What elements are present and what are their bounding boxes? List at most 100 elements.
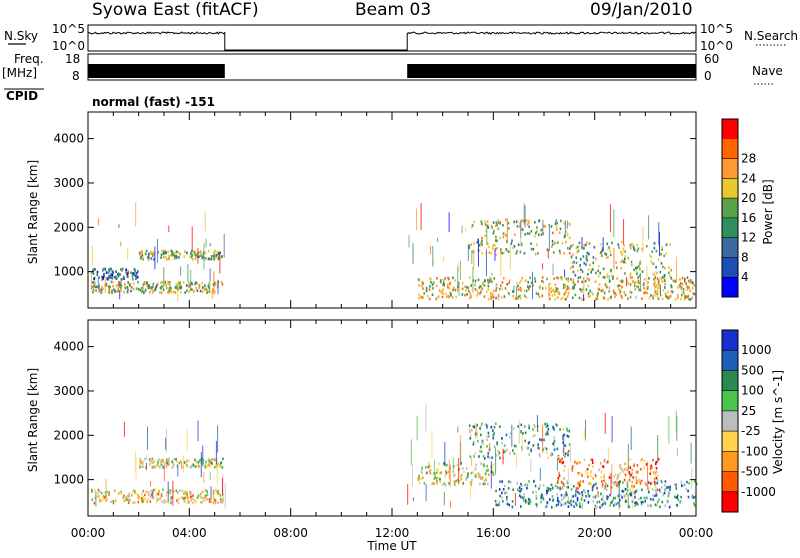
echo-cell [563,484,565,487]
echo-streak [147,426,148,450]
echo-cell [121,269,123,272]
echo-cell [615,293,617,296]
echo-streak [224,483,226,509]
echo-cell [635,490,637,493]
echo-cell [679,283,681,287]
colorbar-tick: 25 [741,404,756,418]
echo-cell [560,297,562,301]
echo-cell [551,506,553,509]
echo-cell [142,256,144,260]
echo-cell [140,461,143,465]
echo-cell [142,283,145,287]
echo-cell [421,284,423,287]
echo-cell [481,477,483,481]
echo-streak [564,220,566,238]
echo-cell [97,494,100,498]
echo-cell [557,276,560,280]
echo-cell [583,247,585,250]
echo-cell [159,291,161,294]
echo-cell [578,504,581,508]
echo-cell [690,281,692,284]
echo-cell [559,428,561,431]
echo-streak [91,274,92,288]
echo-cell [160,460,162,463]
echo-cell [574,274,577,277]
echo-cell [487,455,489,458]
echo-cell [196,496,199,500]
echo-cell [602,275,605,279]
echo-cell [640,502,643,506]
echo-cell [620,494,622,497]
echo-cell [513,444,516,448]
freq-unit: [MHz] [2,66,37,80]
echo-cell [617,284,619,288]
echo-cell [636,266,639,269]
echo-cell [675,487,678,490]
echo-cell [596,506,598,509]
freq-strip: Freq. [MHz] 18 8 60 0 Nave [2,52,783,85]
echo-cell [629,458,631,461]
echo-cell [593,245,596,249]
echo-cell [205,489,208,492]
echo-cell [618,284,621,287]
echo-cell [142,496,144,499]
time-axis-labels: 00:00 04:00 08:00 12:00 16:00 20:00 00:00 [71,526,714,540]
echo-cell [497,449,499,453]
echo-cell [612,481,615,485]
echo-cell [632,476,635,479]
echo-cell [579,264,581,267]
echo-cell [114,275,116,279]
echo-cell [566,480,568,483]
echo-cell [603,291,606,295]
echo-cell [119,283,122,287]
echo-cell [112,500,114,503]
echo-cell [555,504,558,507]
echo-cell [616,484,618,487]
echo-streak [542,263,544,270]
echo-cell [530,230,533,233]
echo-cell [581,280,583,284]
echo-cell [133,490,136,493]
echo-cell [206,464,209,468]
echo-cell [571,253,574,257]
echo-cell [535,292,538,295]
echo-cell [521,228,523,231]
echo-cell [120,490,122,494]
echo-cell [608,290,611,293]
echo-cell [588,242,591,245]
echo-streak [135,457,137,482]
echo-cell [125,268,127,272]
echo-streak [581,502,583,510]
echo-cell [607,460,609,464]
echo-cell [472,471,475,474]
echo-cell [623,494,625,498]
echo-cell [664,292,667,295]
echo-cell [537,252,539,255]
echo-cell [658,498,660,502]
echo-cell [533,424,535,427]
echo-cell [468,296,471,300]
echo-cell [637,276,639,279]
echo-cell [524,425,526,428]
echo-cell [455,295,457,299]
echo-cell [503,444,506,447]
echo-cell [654,494,656,498]
echo-cell [568,449,570,453]
echo-cell [177,281,180,284]
echo-cell [643,291,645,295]
echo-cell [209,257,212,261]
echo-cell [577,481,580,485]
echo-cell [108,276,110,279]
echo-cell [532,247,535,251]
echo-cell [654,462,657,466]
echo-cell [479,427,481,430]
echo-cell [650,470,652,473]
echo-cell [423,292,425,295]
echo-streak [168,225,170,233]
echo-cell [157,493,160,496]
echo-cell [639,482,642,485]
colorbar-swatch [722,119,738,140]
echo-cell [103,275,105,278]
echo-cell [92,285,95,288]
echo-cell [668,296,670,300]
